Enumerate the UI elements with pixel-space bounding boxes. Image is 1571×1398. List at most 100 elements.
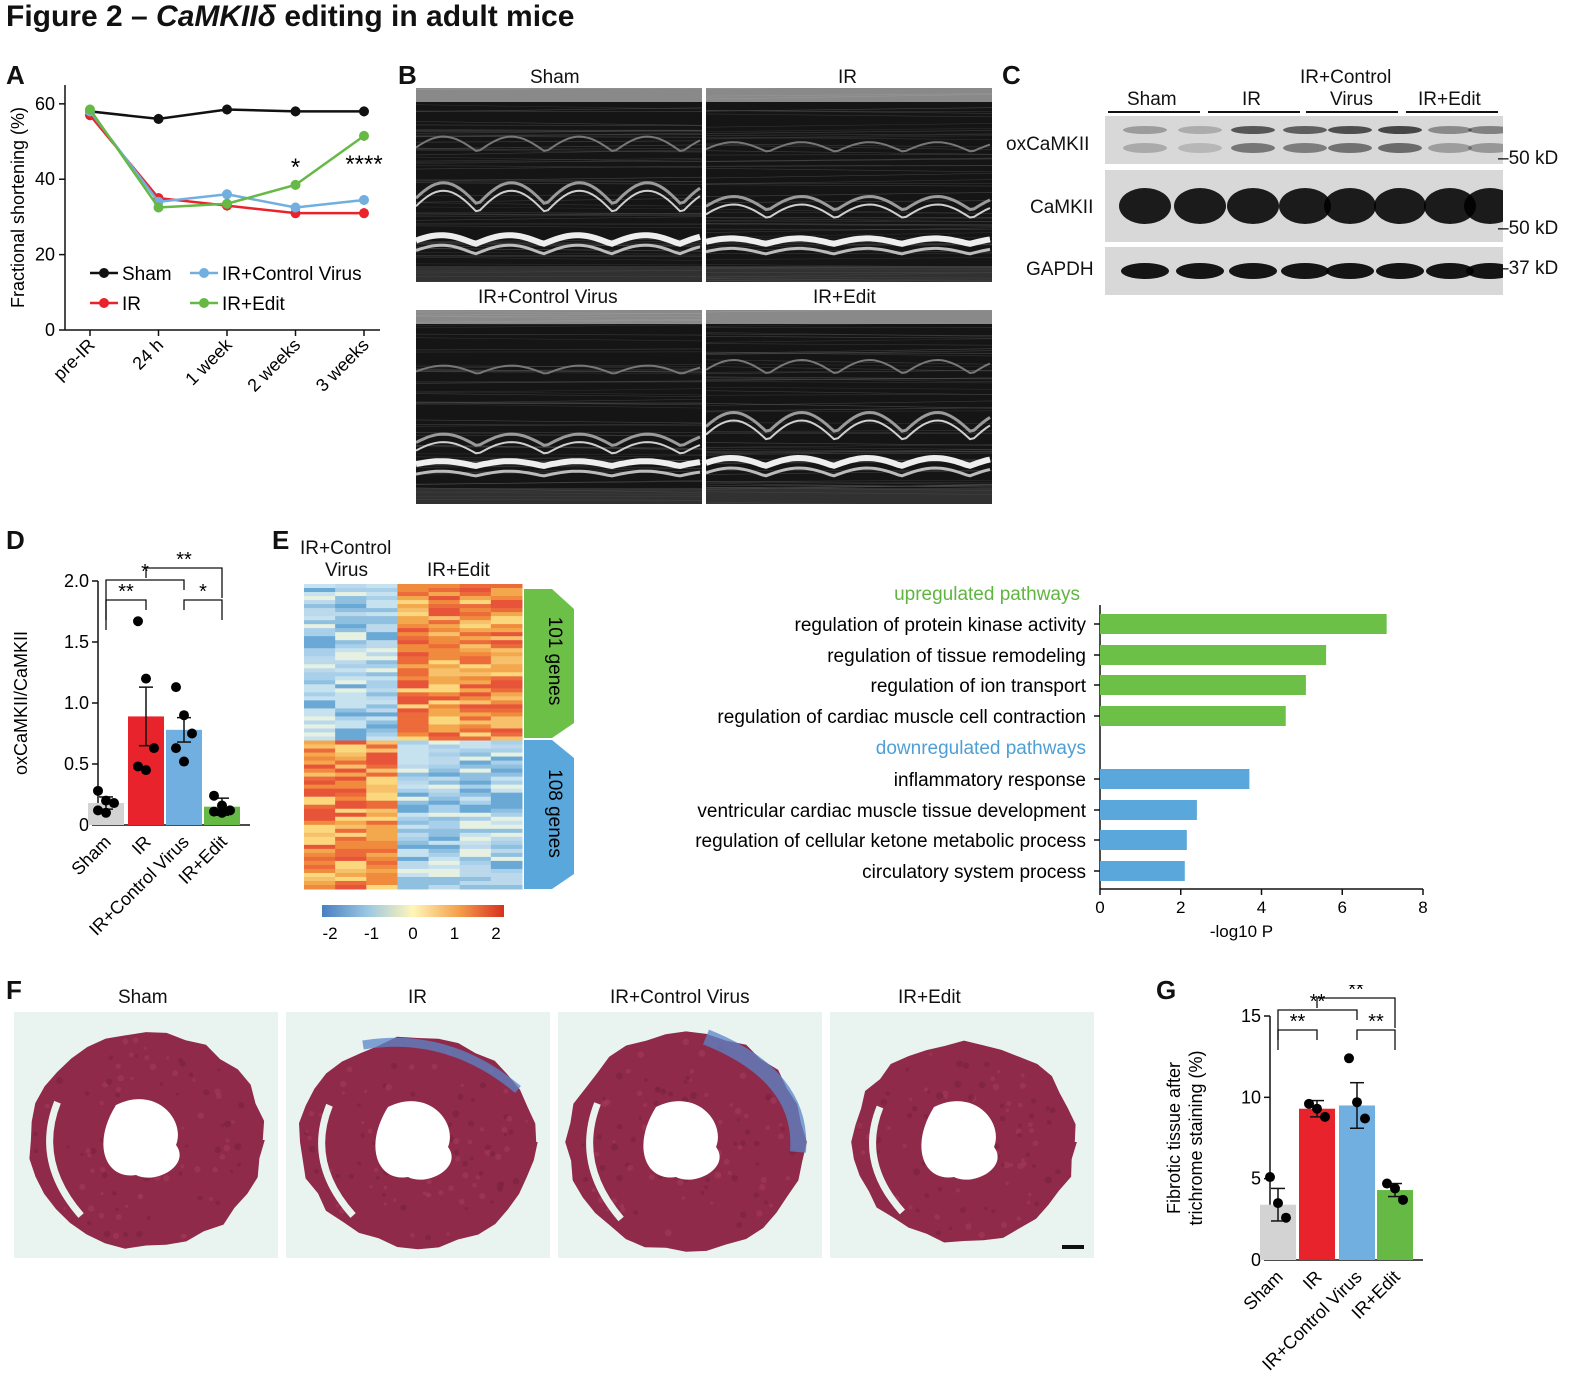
tissue-texture	[149, 1063, 157, 1071]
heatmap-cell	[304, 668, 336, 673]
heatmap-cell	[397, 728, 430, 733]
pathway-label: regulation of protein kinase activity	[795, 615, 1087, 636]
y-tick-label: 0.5	[64, 754, 89, 774]
echo-speckle	[416, 370, 702, 373]
tissue-texture	[453, 1149, 460, 1156]
y-tick-label: 0	[79, 815, 89, 835]
echo-speckle	[416, 176, 702, 182]
significance-mark: **	[118, 581, 134, 603]
tissue-texture	[770, 1097, 777, 1104]
heatmap-cell	[428, 804, 461, 810]
tissue-texture	[220, 1123, 224, 1128]
tissue-texture	[737, 1145, 743, 1150]
heatmap-cell	[335, 796, 367, 802]
heatmap-cell	[428, 796, 461, 802]
tissue-texture	[469, 1156, 474, 1161]
heatmap-cell	[490, 644, 523, 649]
heatmap-cell	[397, 808, 430, 814]
upregulated-header: upregulated pathways	[894, 584, 1080, 605]
tissue-texture	[462, 1160, 468, 1167]
y-tick-label: 2.0	[64, 571, 89, 591]
heatmap-cell	[428, 816, 461, 822]
heatmap-cell	[335, 700, 367, 705]
blot-strip-gapdh	[1105, 247, 1514, 295]
tissue-texture	[102, 1172, 108, 1179]
data-point	[1398, 1194, 1408, 1205]
heatmap-cell	[490, 652, 523, 657]
y-tick-label: 10	[1241, 1087, 1261, 1107]
heatmap-cell	[428, 780, 461, 786]
heatmap-cell	[304, 596, 336, 601]
echo-speckle	[706, 150, 992, 155]
heatmap-cell	[490, 872, 523, 878]
tissue-texture	[478, 1170, 484, 1176]
echo-speckle	[416, 453, 702, 455]
heatmap-cell	[428, 700, 461, 705]
heatmap-cell	[397, 880, 430, 886]
tissue-texture	[188, 1072, 194, 1078]
heatmap-cell	[459, 788, 492, 794]
heatmap-cell	[366, 840, 398, 846]
heatmap-cell	[428, 820, 461, 826]
heatmap-cell	[428, 588, 461, 593]
echo-speckle	[416, 333, 702, 336]
heatmap-cell	[366, 872, 398, 878]
echo-speckle	[416, 216, 702, 221]
heatmap-cell	[459, 864, 492, 870]
echo-speckle	[416, 402, 702, 406]
heatmap-cell	[304, 632, 336, 637]
tissue-texture	[1045, 1106, 1050, 1111]
heatmap-cell	[459, 804, 492, 810]
tissue-texture	[112, 1191, 117, 1196]
heatmap-cell	[428, 728, 461, 733]
blot-band	[1328, 143, 1372, 153]
tissue-texture	[1006, 1100, 1012, 1106]
tissue-texture	[909, 1097, 913, 1101]
tissue-texture	[115, 1063, 121, 1069]
heatmap-cell	[304, 740, 336, 746]
heatmap-cell	[397, 788, 430, 794]
heatmap-cell	[428, 808, 461, 814]
tissue-texture	[736, 1118, 740, 1122]
echo-speckle	[706, 222, 992, 226]
heatmap-cell	[428, 664, 461, 669]
echo-speckle	[416, 403, 702, 409]
x-tick-label: pre-IR	[49, 335, 99, 385]
heatmap-cell	[366, 712, 398, 717]
echo-image-edit	[706, 310, 992, 504]
tissue-texture	[125, 1204, 129, 1209]
data-point	[222, 189, 232, 200]
blot-marker-text: 50 kD	[1508, 148, 1559, 169]
y-axis-label: oxCaMKII/CaMKII	[11, 631, 31, 775]
tissue-texture	[740, 1211, 747, 1218]
echo-image-sham	[416, 88, 702, 282]
echo-wall-trace	[416, 364, 701, 375]
tissue-texture	[484, 1144, 491, 1151]
heatmap-cell	[304, 792, 336, 798]
heatmap-cell	[335, 592, 367, 597]
y-tick-label: 15	[1241, 1006, 1261, 1026]
tissue-texture	[212, 1167, 219, 1173]
data-point	[217, 800, 227, 811]
tissue-texture	[992, 1083, 1000, 1091]
tissue-texture	[159, 1082, 164, 1086]
tissue-texture	[376, 1176, 380, 1180]
heatmap-cell	[304, 848, 336, 854]
heatmap-cell	[304, 712, 336, 717]
blot-marker-text: 37 kD	[1508, 258, 1559, 279]
heatmap-cell	[304, 788, 336, 794]
heatmap-cell	[428, 624, 461, 629]
tissue-texture	[467, 1139, 473, 1145]
heatmap-cell	[304, 724, 336, 729]
echo-bottom-band	[706, 488, 992, 504]
legend-marker	[199, 298, 209, 308]
heatmap-cell	[490, 696, 523, 701]
heatmap-cell	[366, 624, 398, 629]
echo-speckle	[416, 399, 702, 404]
echo-speckle	[706, 243, 992, 246]
heatmap-cell	[490, 808, 523, 814]
heatmap-cell	[428, 776, 461, 782]
tissue-texture	[1049, 1107, 1056, 1114]
heatmap-cell	[459, 656, 492, 661]
heatmap-cell	[490, 880, 523, 886]
